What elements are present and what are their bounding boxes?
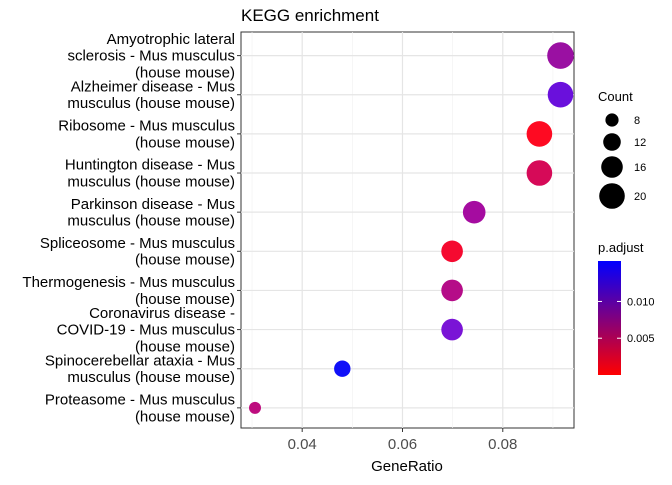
x-tick-label: 0.08 <box>488 436 517 453</box>
data-point <box>334 360 351 377</box>
grid-lines <box>241 32 574 428</box>
y-tick-label: musculus (house mouse) <box>67 369 235 386</box>
y-tick-label: Parkinson disease - Mus <box>71 196 235 213</box>
y-tick-label: Alzheimer disease - Mus <box>71 78 235 95</box>
y-tick-label: musculus (house mouse) <box>67 173 235 190</box>
data-point <box>526 121 553 147</box>
y-tick-label: musculus (house mouse) <box>67 213 235 230</box>
y-tick-label: (house mouse) <box>135 134 235 151</box>
data-point <box>441 279 463 302</box>
y-tick-label: (house mouse) <box>135 338 235 355</box>
legend-padjust-label: 0.005 <box>627 333 655 345</box>
data-point <box>462 200 486 224</box>
legend-count-label: 16 <box>634 162 646 174</box>
y-tick-label: Coronavirus disease - <box>89 305 235 322</box>
legend-count-label: 12 <box>634 137 646 149</box>
data-point <box>547 42 574 69</box>
legend-count-key <box>599 183 625 209</box>
chart-title: KEGG enrichment <box>241 6 379 25</box>
data-point <box>441 240 463 263</box>
y-tick-label: musculus (house mouse) <box>67 95 235 112</box>
legend-count-key <box>601 156 623 178</box>
y-tick-label: COVID-19 - Mus musculus <box>57 322 235 339</box>
y-tick-label: Ribosome - Mus musculus <box>58 118 235 135</box>
data-point <box>441 318 463 341</box>
legend-padjust-label: 0.010 <box>627 296 655 308</box>
legend-padjust-colorbar <box>598 261 621 375</box>
legend-count-label: 20 <box>634 191 646 203</box>
x-tick-label: 0.06 <box>388 436 417 453</box>
data-point <box>526 160 553 186</box>
legend-count-key <box>605 113 619 127</box>
x-axis: 0.04 0.06 0.08 <box>288 428 517 453</box>
legend-count-title: Count <box>598 89 633 104</box>
data-points <box>249 42 574 414</box>
y-tick-label: (house mouse) <box>135 252 235 269</box>
plot-panel <box>240 31 575 429</box>
legend-padjust-title: p.adjust <box>598 240 644 255</box>
y-tick-label: (house mouse) <box>135 64 235 81</box>
legend-count-label: 8 <box>634 115 640 127</box>
y-tick-label: Thermogenesis - Mus musculus <box>22 274 235 291</box>
y-tick-label: (house mouse) <box>135 408 235 425</box>
y-tick-label: Spinocerebellar ataxia - Mus <box>45 352 235 369</box>
y-tick-label: Amyotrophic lateral <box>107 31 235 48</box>
legend-count-key <box>603 133 621 151</box>
y-tick-label: Spliceosome - Mus musculus <box>40 235 235 252</box>
data-point <box>547 81 574 108</box>
y-tick-label: sclerosis - Mus musculus <box>67 48 235 65</box>
y-tick-label: Proteasome - Mus musculus <box>45 392 235 409</box>
legend-count: Count 8 12 16 20 <box>598 89 646 209</box>
legend-padjust: p.adjust 0.005 0.010 <box>598 240 655 375</box>
y-tick-label: (house mouse) <box>135 291 235 308</box>
y-tick-label: Huntington disease - Mus <box>65 157 235 174</box>
x-axis-title: GeneRatio <box>371 458 443 475</box>
x-tick-label: 0.04 <box>288 436 317 453</box>
data-point <box>249 401 261 414</box>
